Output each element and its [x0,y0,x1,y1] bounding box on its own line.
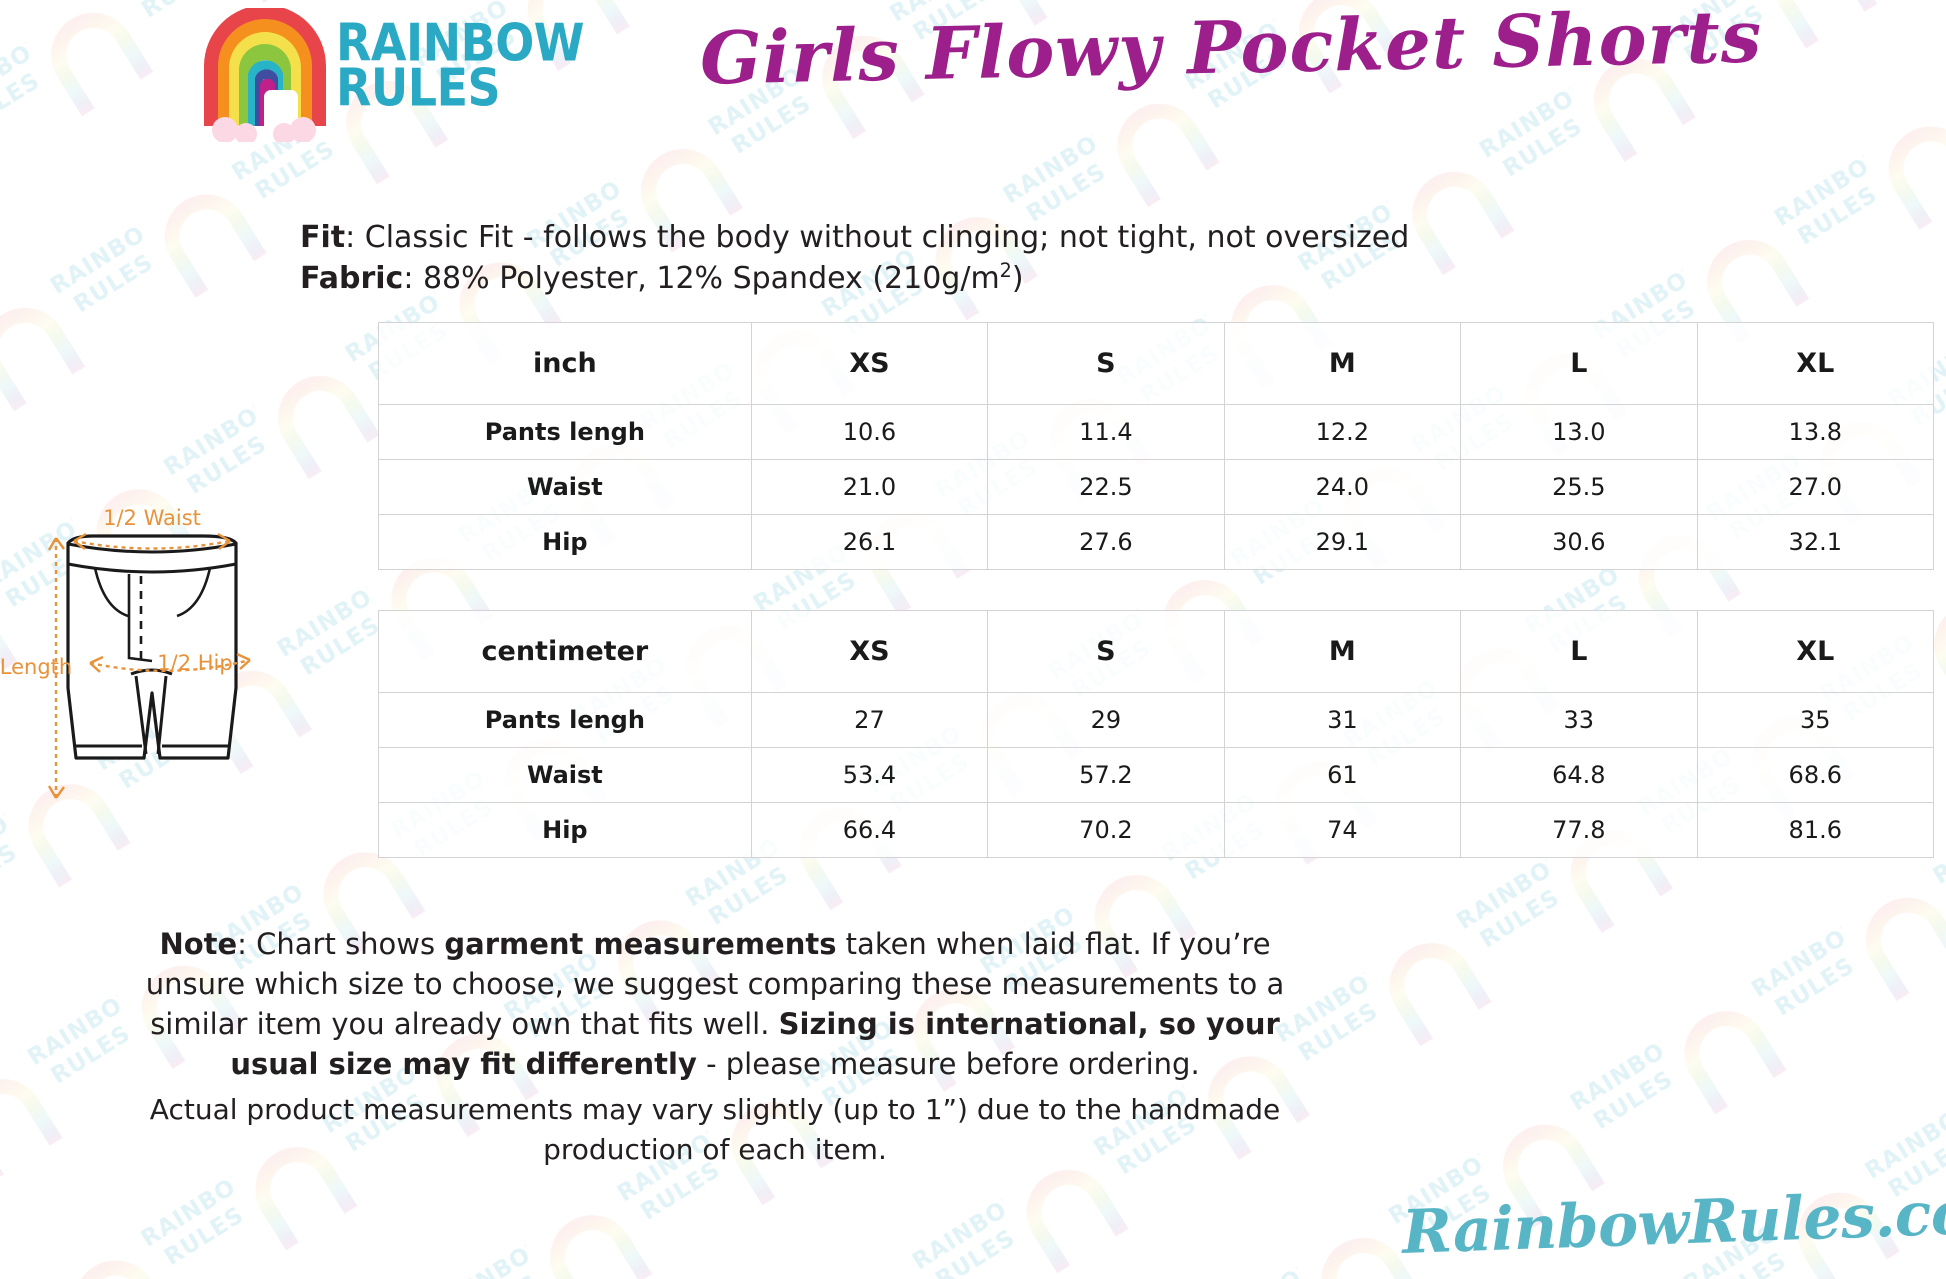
table-row: Pants lengh 10.6 11.4 12.2 13.0 13.8 [378,404,1935,460]
column-header-size-l: L [1460,610,1698,693]
cell-xl: 68.6 [1696,747,1935,803]
size-table-inch: inch XS S M L XL Pants lengh 10.6 11.4 1… [378,322,1935,570]
cell-s: 22.5 [987,459,1225,515]
row-label: Pants lengh [378,404,752,460]
product-intro: Fit: Classic Fit - follows the body with… [300,218,1500,299]
column-header-size-xs: XS [750,610,989,693]
cell-xs: 53.4 [750,747,989,803]
column-header-size-s: S [987,322,1225,405]
note-label: Note [159,927,238,961]
variance-note: Actual product measurements may vary sli… [149,1093,1281,1166]
sizing-note: Note: Chart shows garment measurements t… [120,924,1310,1084]
fabric-label: Fabric [300,261,404,297]
fit-value: : Classic Fit - follows the body without… [345,220,1410,255]
cell-xs: 66.4 [750,802,989,858]
row-label: Hip [378,514,752,570]
size-table-centimeter: centimeter XS S M L XL Pants lengh 27 29… [378,610,1935,858]
page-title: Girls Flowy Pocket Shorts [699,0,1764,101]
cell-xl: 13.8 [1696,404,1935,460]
cell-m: 31 [1223,692,1462,748]
brand-wordmark-line2: RULES [336,57,501,118]
label-length: Length [0,655,72,679]
row-label: Pants lengh [378,692,752,748]
cell-l: 13.0 [1460,404,1698,460]
row-label: Waist [378,459,752,515]
note-part3: - please measure before ordering. [696,1047,1200,1082]
cell-xs: 26.1 [750,514,989,570]
site-logo: RainbowRules.com [1400,1176,1946,1269]
table-row: Waist 53.4 57.2 61 64.8 68.6 [378,747,1935,803]
cell-xl: 35 [1696,692,1935,748]
brand-wordmark: RAINBOW RULES [336,17,585,128]
fabric-line: Fabric: 88% Polyester, 12% Spandex (210g… [300,258,1500,299]
cell-s: 57.2 [987,747,1225,803]
column-header-unit: centimeter [378,610,752,693]
cell-l: 77.8 [1460,802,1698,858]
note-bold-garment: garment measurements [444,927,837,961]
cell-xl: 27.0 [1696,459,1935,515]
column-header-size-l: L [1460,322,1698,405]
column-header-size-m: M [1223,610,1462,693]
cell-s: 27.6 [987,514,1225,570]
label-half-hip: 1/2 Hip [157,651,232,675]
table-row: Waist 21.0 22.5 24.0 25.5 27.0 [378,459,1935,515]
rainbow-logo-icon [198,5,332,145]
cell-xl: 32.1 [1696,514,1935,570]
row-label: Hip [378,802,752,858]
cell-m: 61 [1223,747,1462,803]
note-part1: : Chart shows [237,927,445,961]
cell-l: 30.6 [1460,514,1698,570]
column-header-size-s: S [987,610,1225,693]
column-header-unit: inch [378,322,752,405]
table-header-row: inch XS S M L XL [378,322,1935,405]
table-row: Pants lengh 27 29 31 33 35 [378,692,1935,748]
row-label: Waist [378,747,752,803]
cell-xs: 27 [750,692,989,748]
fit-line: Fit: Classic Fit - follows the body with… [300,218,1500,258]
fabric-value-pre: : 88% Polyester, 12% Spandex (210g/m [403,261,1000,297]
cell-xs: 10.6 [750,404,989,460]
cell-m: 74 [1223,802,1462,858]
cell-l: 25.5 [1460,459,1698,515]
cell-xs: 21.0 [750,459,989,515]
table-row: Hip 66.4 70.2 74 77.8 81.6 [378,802,1935,858]
cell-xl: 81.6 [1696,802,1935,858]
cell-m: 29.1 [1223,514,1462,570]
column-header-size-m: M [1223,322,1462,405]
column-header-size-xs: XS [750,322,989,405]
cell-s: 29 [987,692,1225,748]
table-row: Hip 26.1 27.6 29.1 30.6 32.1 [378,514,1935,570]
cell-s: 11.4 [987,404,1225,460]
column-header-size-xl: XL [1696,610,1935,693]
cell-l: 33 [1460,692,1698,748]
table-header-row: centimeter XS S M L XL [378,610,1935,693]
page-header: RAINBOW RULES Girls Flowy Pocket Shorts [0,0,1946,160]
cell-m: 12.2 [1223,404,1462,460]
column-header-size-xl: XL [1696,322,1935,405]
cell-l: 64.8 [1460,747,1698,803]
fit-label: Fit [300,220,346,255]
fabric-value-post: ) [1011,261,1024,297]
cell-m: 24.0 [1223,459,1462,515]
label-half-waist: 1/2 Waist [103,506,201,530]
cell-s: 70.2 [987,802,1225,858]
shorts-measurement-diagram: 1/2 Waist 1/2 Hip Length [0,488,340,818]
fabric-superscript: 2 [999,259,1012,283]
